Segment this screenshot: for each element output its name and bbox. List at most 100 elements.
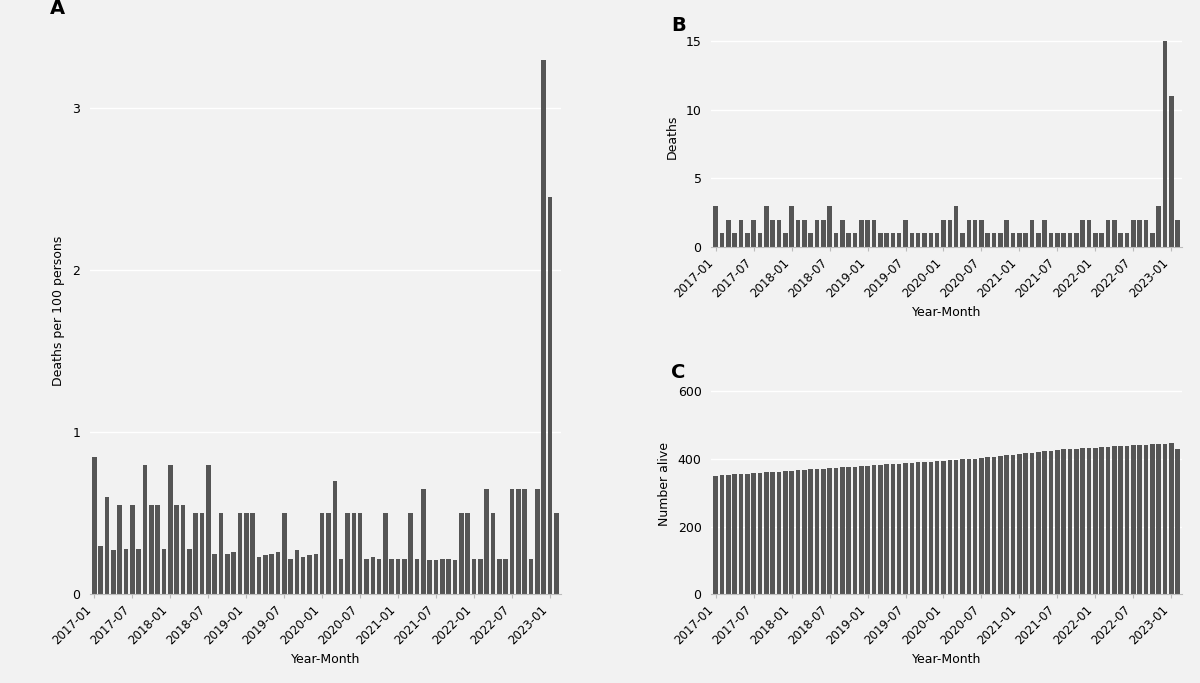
Bar xyxy=(776,471,781,594)
Bar xyxy=(218,513,223,594)
Bar xyxy=(383,513,388,594)
Bar xyxy=(1124,234,1129,247)
Bar xyxy=(332,481,337,594)
Bar xyxy=(1055,450,1060,594)
Bar xyxy=(790,206,794,247)
Bar xyxy=(751,473,756,594)
Bar xyxy=(732,234,737,247)
Bar xyxy=(1093,234,1098,247)
Bar xyxy=(251,513,254,594)
Bar xyxy=(226,554,229,594)
Bar xyxy=(446,559,451,594)
Bar xyxy=(440,559,445,594)
Bar xyxy=(796,471,800,594)
Bar xyxy=(535,489,540,594)
Bar xyxy=(802,219,806,247)
Bar xyxy=(1169,443,1174,594)
Bar xyxy=(104,497,109,594)
Bar xyxy=(904,463,908,594)
Bar xyxy=(935,234,940,247)
Bar xyxy=(1024,234,1028,247)
Bar xyxy=(865,466,870,594)
Y-axis label: Deaths per 100 persons: Deaths per 100 persons xyxy=(53,236,65,386)
Bar xyxy=(1132,219,1135,247)
Bar xyxy=(307,555,312,594)
Bar xyxy=(408,513,413,594)
Bar xyxy=(1024,454,1028,594)
Bar xyxy=(1169,96,1174,247)
Bar xyxy=(415,559,419,594)
Bar xyxy=(954,460,959,594)
Bar xyxy=(948,460,952,594)
Bar xyxy=(212,554,217,594)
Bar xyxy=(714,206,718,247)
Bar xyxy=(377,559,382,594)
Bar xyxy=(130,505,134,594)
Bar xyxy=(1062,234,1066,247)
Bar xyxy=(884,234,889,247)
Bar xyxy=(1150,445,1154,594)
Bar xyxy=(745,473,750,594)
Bar xyxy=(466,513,470,594)
Bar xyxy=(320,513,324,594)
Bar xyxy=(137,549,140,594)
Bar xyxy=(98,546,103,594)
Bar xyxy=(118,505,122,594)
Bar xyxy=(1074,449,1079,594)
Bar xyxy=(1087,219,1091,247)
Bar xyxy=(478,559,482,594)
Bar xyxy=(1087,448,1091,594)
Bar xyxy=(1036,234,1040,247)
Bar xyxy=(92,456,97,594)
Bar xyxy=(485,489,488,594)
Bar xyxy=(916,462,920,594)
Bar xyxy=(364,559,368,594)
Bar xyxy=(859,466,864,594)
Bar xyxy=(187,549,192,594)
Bar xyxy=(739,474,743,594)
Bar xyxy=(821,469,826,594)
Bar xyxy=(757,234,762,247)
Bar xyxy=(960,460,965,594)
Bar xyxy=(156,505,160,594)
Bar xyxy=(162,549,167,594)
Bar xyxy=(1068,234,1073,247)
Text: A: A xyxy=(50,0,65,18)
Bar xyxy=(1099,447,1104,594)
Bar xyxy=(358,513,362,594)
Bar xyxy=(1118,446,1123,594)
Bar xyxy=(1030,219,1034,247)
Bar xyxy=(878,234,882,247)
Bar xyxy=(1144,445,1148,594)
Bar xyxy=(1018,454,1021,594)
Bar xyxy=(1004,456,1009,594)
Bar xyxy=(916,234,920,247)
Bar xyxy=(726,475,731,594)
Bar xyxy=(421,489,426,594)
Bar xyxy=(263,555,268,594)
Bar xyxy=(764,206,769,247)
Bar xyxy=(1055,234,1060,247)
Bar xyxy=(890,464,895,594)
Bar xyxy=(929,234,934,247)
Bar xyxy=(288,559,293,594)
Bar xyxy=(276,552,280,594)
Bar xyxy=(402,559,407,594)
Bar xyxy=(745,234,750,247)
Bar xyxy=(726,219,731,247)
Bar xyxy=(941,461,946,594)
Bar xyxy=(497,559,502,594)
Bar xyxy=(1112,219,1116,247)
Bar xyxy=(390,559,394,594)
Bar xyxy=(427,560,432,594)
Bar xyxy=(821,219,826,247)
Bar xyxy=(149,505,154,594)
Bar xyxy=(1144,219,1148,247)
Bar xyxy=(846,234,851,247)
Bar xyxy=(1175,219,1180,247)
Bar xyxy=(1062,449,1066,594)
Bar xyxy=(1124,446,1129,594)
Bar xyxy=(954,206,959,247)
Bar xyxy=(757,473,762,594)
Bar xyxy=(948,219,952,247)
